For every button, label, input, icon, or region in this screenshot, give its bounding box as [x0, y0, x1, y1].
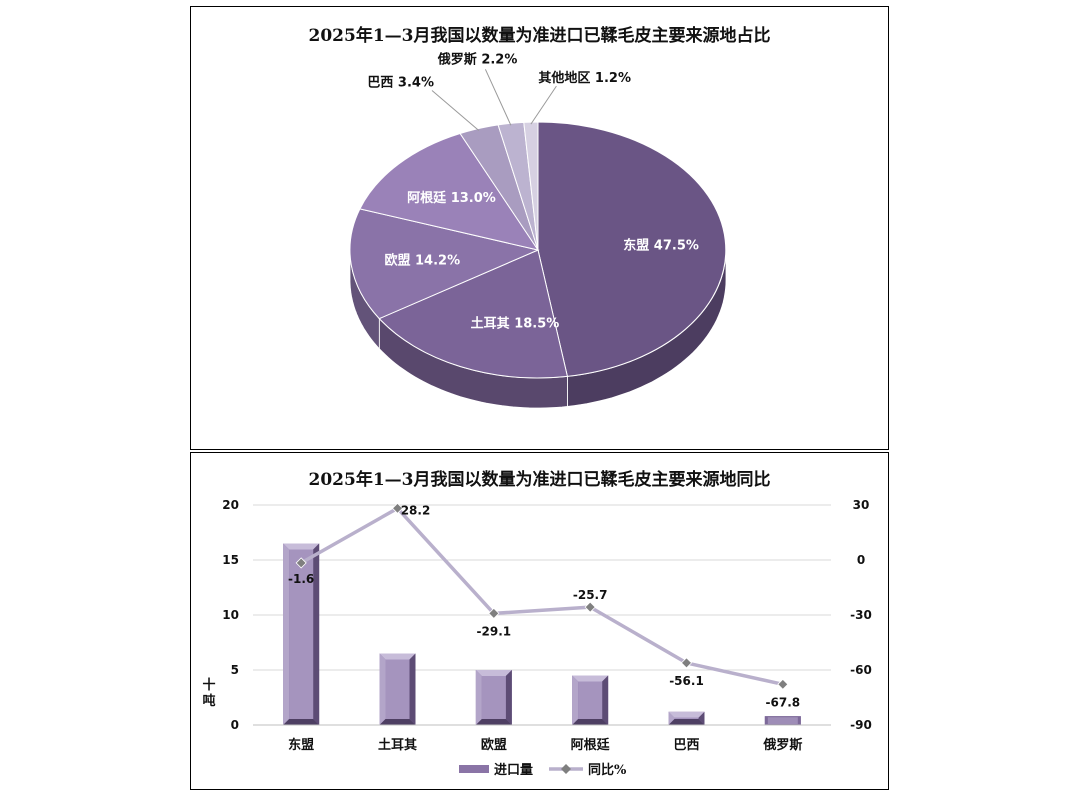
- yoy-line: [300, 506, 784, 687]
- left-axis-ticks: 0 5 10 15 20: [222, 498, 239, 732]
- bar-4: [668, 711, 705, 725]
- pie-label-5: 俄罗斯 2.2%: [437, 51, 518, 67]
- pie-label-1: 土耳其 18.5%: [471, 315, 560, 331]
- combo-chart-title: 2025年1—3月我国以数量为准进口已鞣毛皮主要来源地同比: [308, 470, 771, 490]
- left-tick-label: 5: [231, 663, 239, 677]
- legend-line-label: 同比%: [588, 762, 627, 778]
- bar-5: [764, 716, 801, 725]
- category-label-5: 俄罗斯: [762, 737, 802, 753]
- right-tick-label: 30: [853, 498, 870, 512]
- left-tick-label: 20: [222, 498, 239, 512]
- pie-label-6: 其他地区 1.2%: [538, 70, 631, 86]
- pie-slice-0: [537, 121, 727, 377]
- legend-line-marker: [561, 764, 571, 774]
- bars: [283, 543, 801, 725]
- left-tick-label: 10: [222, 608, 239, 622]
- bar-3: [572, 675, 609, 725]
- pie-label-0: 东盟 47.5%: [623, 238, 699, 254]
- right-tick-label: 0: [857, 553, 865, 567]
- pie-slice-2: [349, 208, 540, 320]
- category-label-0: 东盟: [288, 737, 314, 753]
- yoy-point-0: [295, 557, 307, 569]
- pie-label-2: 欧盟 14.2%: [384, 253, 460, 269]
- data-label-5: -67.8: [766, 695, 801, 709]
- pie-chart-title: 2025年1—3月我国以数量为准进口已鞣毛皮主要来源地占比: [308, 26, 771, 46]
- data-label-0: -1.6: [288, 572, 314, 586]
- yoy-point-2: [488, 607, 500, 619]
- gridlines: [253, 504, 831, 726]
- legend-bar-label: 进口量: [494, 763, 533, 778]
- bar-1: [379, 653, 416, 725]
- combo-chart: 0 5 10 15 20 -90 -60 -30 0 30 十吨 -1.6 28.2 -29.1 -25.7…: [202, 498, 872, 778]
- category-label-2: 欧盟: [481, 737, 507, 753]
- yoy-point-1: [391, 502, 404, 514]
- legend-bar-swatch: [459, 765, 489, 773]
- pie-slice-6: [523, 121, 539, 251]
- bar-2: [475, 670, 512, 725]
- data-labels: -1.6 28.2 -29.1 -25.7 -56.1 -67.8: [288, 503, 800, 709]
- pie-leader-6: [530, 85, 557, 125]
- pie-label-4: 巴西 3.4%: [367, 76, 434, 91]
- category-label-1: 土耳其: [378, 737, 417, 753]
- left-tick-label: 0: [231, 718, 239, 732]
- category-labels: 东盟 土耳其 欧盟 阿根廷 巴西 俄罗斯: [288, 737, 802, 753]
- pie-slices: [349, 121, 727, 379]
- right-tick-label: -60: [850, 663, 872, 677]
- data-label-3: -25.7: [573, 588, 608, 602]
- bar-0: [283, 543, 320, 725]
- right-tick-label: -90: [850, 718, 872, 732]
- data-label-2: -29.1: [477, 624, 512, 638]
- category-label-4: 巴西: [673, 738, 699, 753]
- pie-label-3: 阿根廷 13.0%: [407, 190, 496, 206]
- yoy-point-3: [584, 601, 596, 613]
- data-label-1: 28.2: [401, 503, 431, 517]
- pie-chart-panel: 2025年1—3月我国以数量为准进口已鞣毛皮主要来源地占比 东盟 47.5% 土耳…: [190, 6, 889, 450]
- y-axis-label: 十吨: [202, 677, 215, 709]
- pie-leader-4: [431, 90, 480, 131]
- right-axis-ticks: -90 -60 -30 0 30: [850, 498, 872, 732]
- yoy-point-4: [680, 657, 693, 669]
- combo-chart-panel: 2025年1—3月我国以数量为准进口已鞣毛皮主要来源地同比 0 5 10 15 20 -9…: [190, 452, 889, 790]
- category-label-3: 阿根廷: [571, 737, 611, 753]
- pie-leader-5: [484, 69, 512, 126]
- pie-labels: 东盟 47.5% 土耳其 18.5% 欧盟 14.2% 阿根廷 13.0% 巴西 3.4…: [367, 51, 699, 331]
- yoy-point-5: [777, 678, 789, 690]
- pie-chart: 东盟 47.5% 土耳其 18.5% 欧盟 14.2% 阿根廷 13.0% 巴西 3.4…: [349, 51, 727, 409]
- legend: 进口量 同比%: [459, 762, 627, 778]
- line-series: [295, 502, 789, 690]
- right-tick-label: -30: [850, 608, 872, 622]
- left-tick-label: 15: [222, 553, 239, 567]
- data-label-4: -56.1: [669, 674, 704, 688]
- pie-slice-1: [378, 249, 569, 379]
- pie-slice-3: [359, 132, 540, 251]
